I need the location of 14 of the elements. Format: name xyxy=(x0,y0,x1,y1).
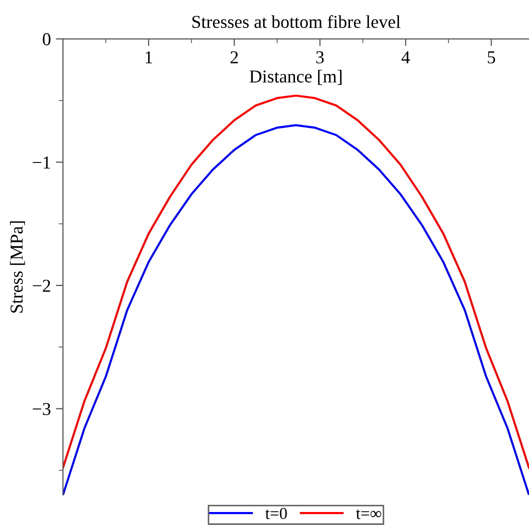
x-axis-title: Distance [m] xyxy=(250,70,342,85)
y-tick-label: −3 xyxy=(32,402,50,416)
y-tick-label: −1 xyxy=(32,156,50,168)
x-tick-label: 1 xyxy=(146,51,152,64)
x-tick-label: 5 xyxy=(488,51,496,64)
x-tick-label: 4 xyxy=(401,51,410,64)
legend-label: t=∞ xyxy=(356,510,382,520)
legend-label: t=0 xyxy=(265,508,287,520)
x-tick-label: 3 xyxy=(316,51,324,64)
y-tick-label: 0 xyxy=(42,33,50,46)
x-tick-label: 2 xyxy=(230,51,238,64)
chart-title: Stresses at bottom fibre level xyxy=(192,15,400,28)
y-axis-title: Stress [MPa] xyxy=(10,221,25,313)
y-tick-label: −2 xyxy=(32,280,50,292)
